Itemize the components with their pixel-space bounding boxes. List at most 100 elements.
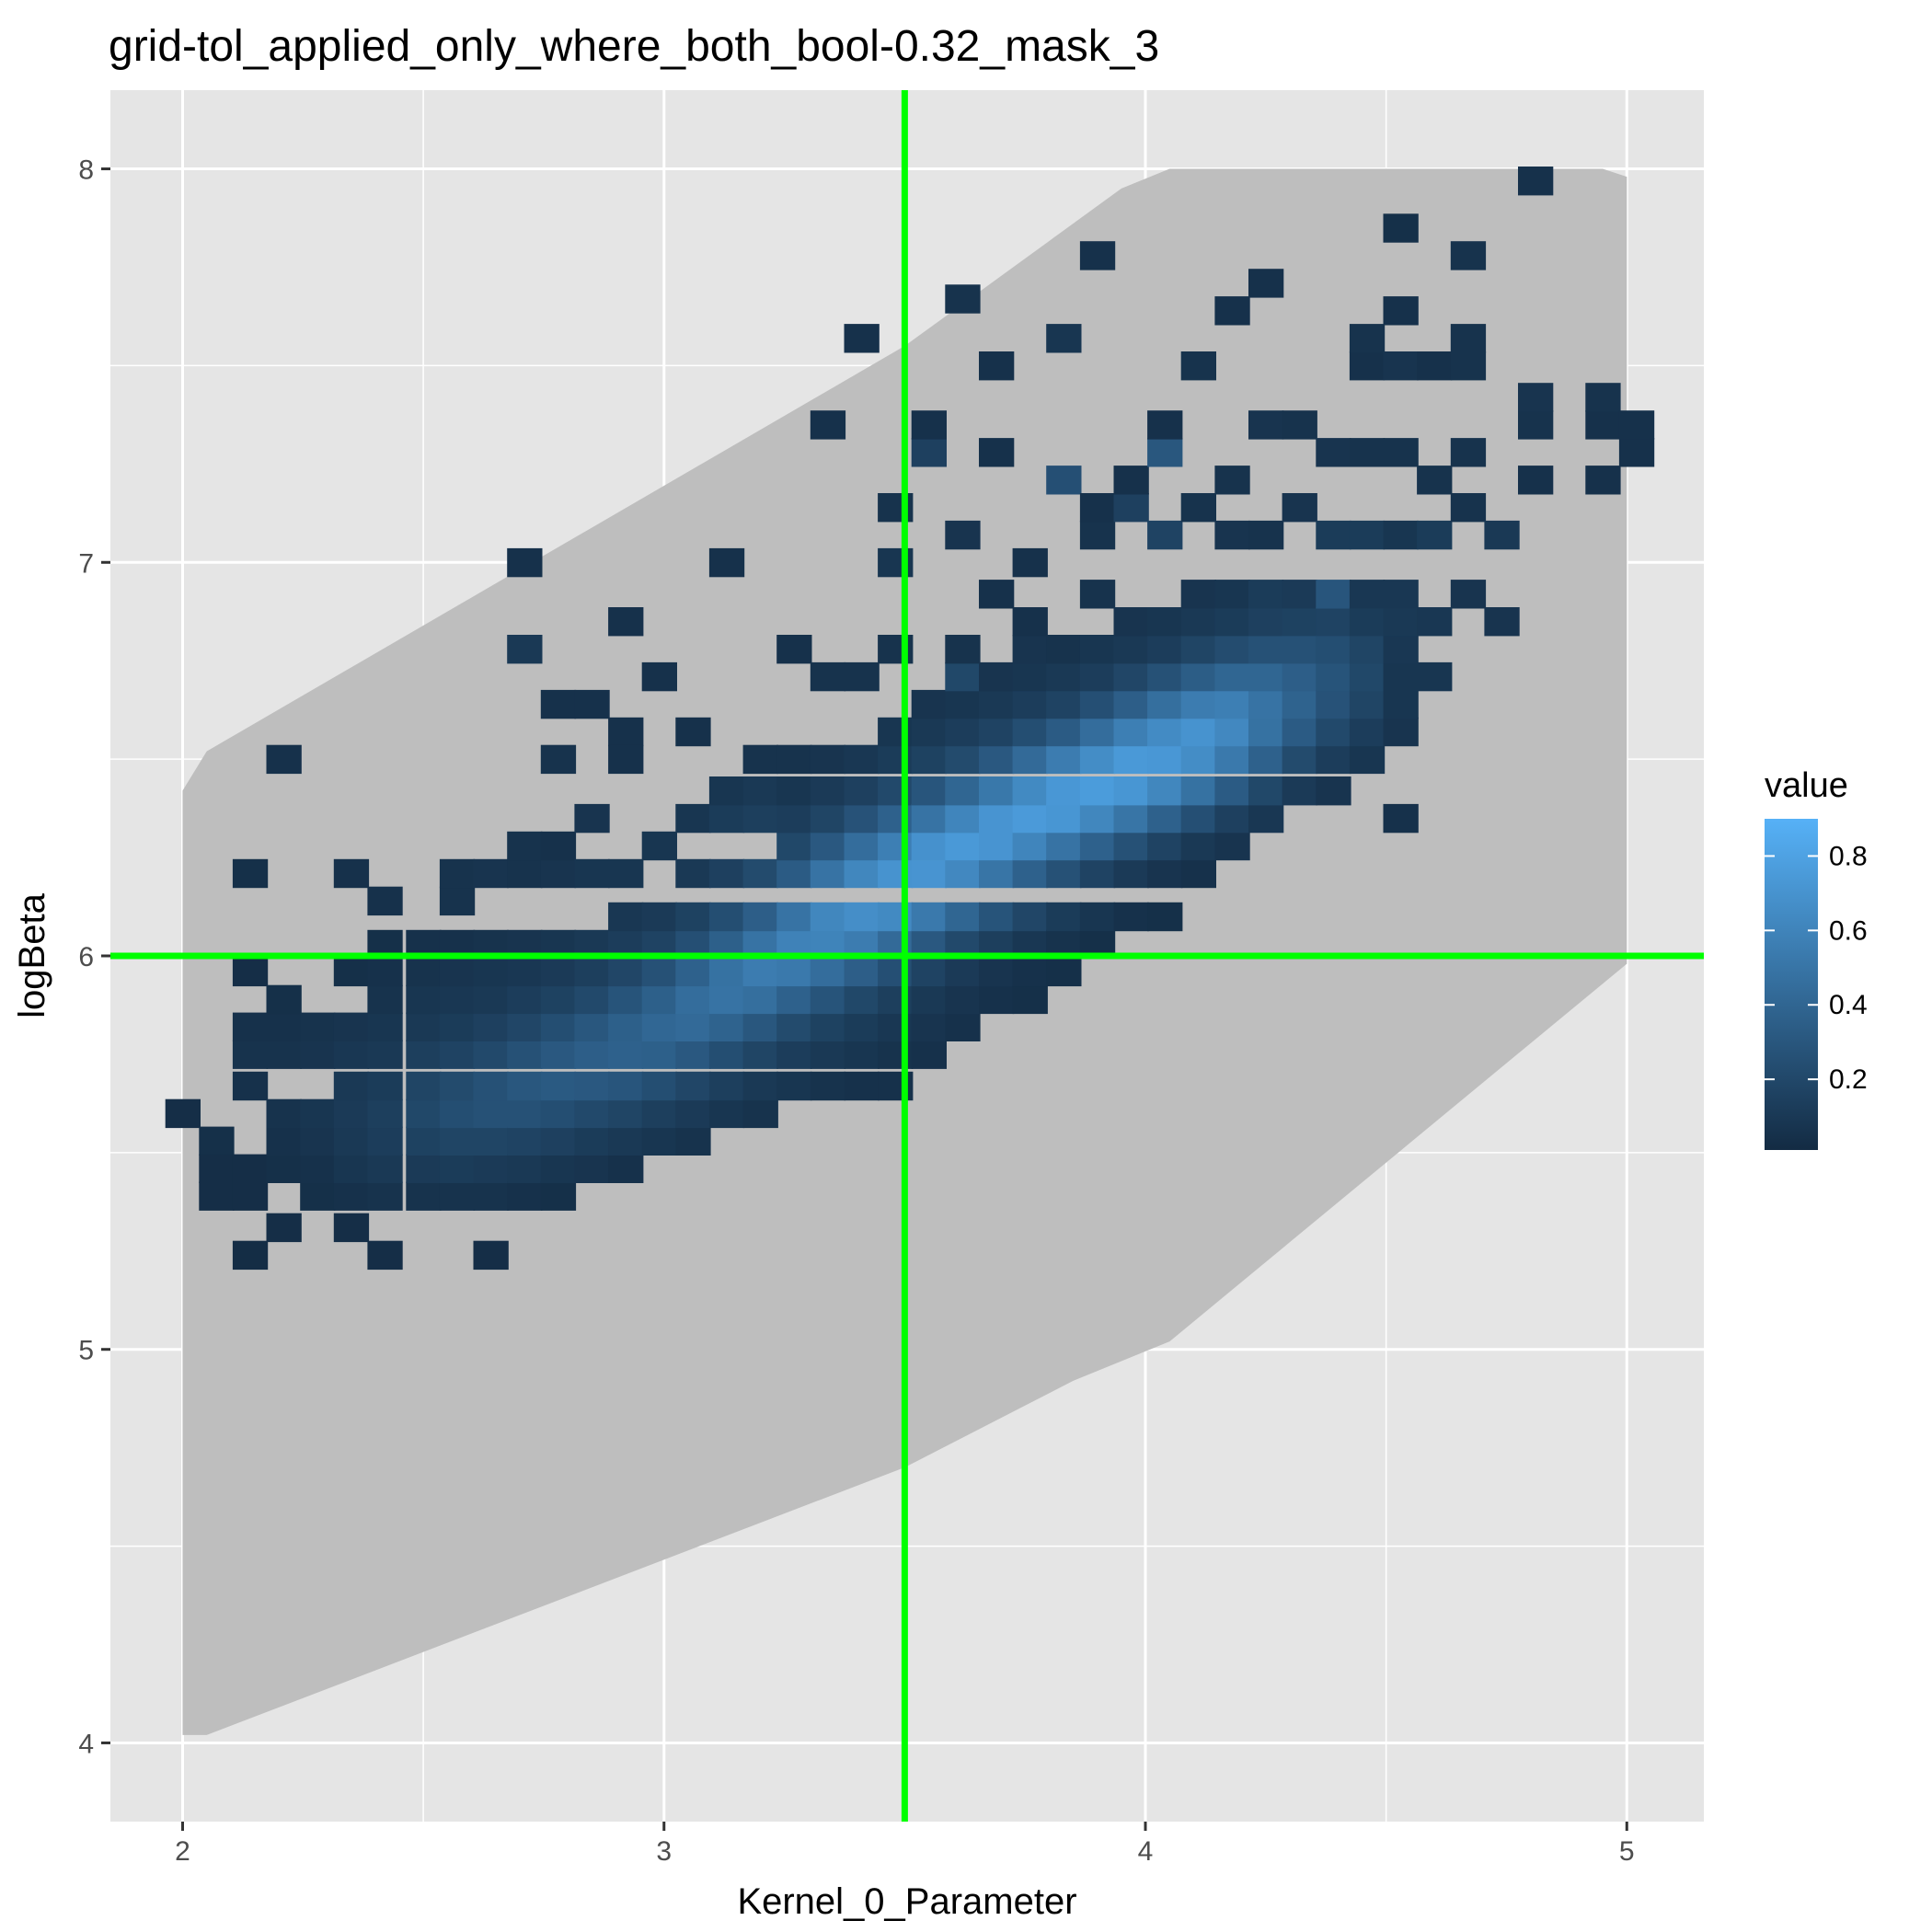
heatmap-cell — [1079, 241, 1116, 270]
heatmap-cell — [1012, 858, 1048, 889]
heatmap-cell — [911, 902, 947, 932]
heatmap-cell — [1484, 607, 1520, 637]
heatmap-cell — [439, 1040, 476, 1069]
heatmap-cell — [540, 831, 577, 861]
heatmap-cell — [473, 1154, 509, 1183]
heatmap-cell — [844, 957, 880, 987]
heatmap-cell — [708, 547, 745, 578]
heatmap-cell — [1180, 580, 1216, 609]
heatmap-cell — [945, 858, 981, 889]
heatmap-cell — [199, 1154, 235, 1183]
heatmap-cell — [708, 1071, 745, 1101]
heatmap-cell — [1113, 858, 1149, 889]
heatmap-cell — [608, 717, 644, 747]
heatmap-cell — [1383, 689, 1419, 719]
heatmap-cell — [1214, 466, 1250, 495]
heatmap-cell — [300, 1012, 336, 1041]
heatmap-cell — [911, 858, 947, 889]
heatmap-cell — [708, 902, 745, 932]
heatmap-cell — [1248, 635, 1284, 664]
heatmap-cell — [675, 717, 711, 747]
heatmap-cell — [911, 957, 947, 987]
heatmap-cell — [911, 438, 947, 467]
heatmap-cell — [232, 1040, 269, 1069]
heatmap-cell — [1349, 520, 1386, 550]
heatmap-cell — [1046, 957, 1082, 987]
heatmap-cell — [1518, 167, 1554, 196]
heatmap-cell — [1383, 607, 1419, 637]
heatmap-cell — [1046, 744, 1082, 775]
heatmap-cell — [367, 1181, 403, 1211]
heatmap-cell — [608, 1154, 644, 1183]
heatmap-cell — [367, 1012, 403, 1041]
heatmap-cell — [1012, 957, 1048, 987]
heatmap-cell — [473, 1040, 509, 1069]
heatmap-cell — [675, 1012, 711, 1041]
heatmap-cell — [507, 1071, 543, 1101]
heatmap-cell — [1180, 831, 1216, 861]
heatmap-cell — [979, 580, 1015, 609]
heatmap-cell — [810, 984, 846, 1015]
heatmap-cell — [608, 984, 644, 1015]
heatmap-cell — [1316, 744, 1351, 775]
heatmap-cell — [979, 957, 1015, 987]
heatmap-cell — [1316, 717, 1351, 747]
heatmap-cell — [1383, 438, 1419, 467]
heatmap-cell — [540, 689, 577, 719]
heatmap-cell — [1180, 661, 1216, 692]
heatmap-cell — [1450, 324, 1487, 353]
heatmap-cell — [439, 984, 476, 1015]
legend-color-bar — [1765, 819, 1818, 1150]
heatmap-cell — [1012, 607, 1048, 637]
heatmap-cell — [1046, 661, 1082, 692]
heatmap-cell — [608, 1126, 644, 1156]
heatmap-cell — [1079, 635, 1116, 664]
heatmap-cell — [1079, 831, 1116, 861]
heatmap-cell — [1147, 410, 1183, 440]
heatmap-cell — [1079, 858, 1116, 889]
y-tick-label: 5 — [78, 1336, 94, 1366]
heatmap-cell — [540, 1040, 577, 1069]
heatmap-cell — [439, 1181, 476, 1211]
x-tick-label: 3 — [656, 1836, 672, 1867]
heatmap-cell — [1012, 689, 1048, 719]
heatmap-cell — [333, 1154, 370, 1183]
heatmap-cell — [979, 661, 1015, 692]
heatmap-cell — [540, 1126, 577, 1156]
heatmap-cell — [266, 1098, 302, 1129]
heatmap-cell — [1349, 580, 1386, 609]
heatmap-cell — [1248, 776, 1284, 806]
heatmap-cell — [540, 858, 577, 889]
heatmap-cell — [708, 776, 745, 806]
heatmap-cell — [776, 902, 812, 932]
heatmap-cell — [1180, 635, 1216, 664]
heatmap-cell — [641, 1098, 677, 1129]
heatmap-cell — [742, 1071, 778, 1101]
heatmap-cell — [1113, 831, 1149, 861]
heatmap-cell — [1282, 580, 1317, 609]
heatmap-cell — [708, 957, 745, 987]
heatmap-cell — [708, 803, 745, 834]
heatmap-cell — [1383, 296, 1419, 326]
heatmap-cell — [1349, 607, 1386, 637]
heatmap-cell — [608, 1012, 644, 1041]
heatmap-cell — [1147, 635, 1183, 664]
heatmap-cell — [979, 689, 1015, 719]
heatmap-cell — [945, 689, 981, 719]
heatmap-cell — [641, 831, 677, 861]
heatmap-cell — [333, 1098, 370, 1129]
heatmap-cell — [574, 1040, 610, 1069]
heatmap-cell — [1214, 803, 1250, 834]
heatmap-cell — [675, 1098, 711, 1129]
heatmap-cell — [1282, 493, 1317, 523]
heatmap-cell — [810, 410, 846, 440]
heatmap-cell — [266, 744, 302, 775]
heatmap-cell — [844, 744, 880, 775]
heatmap-cell — [1450, 438, 1487, 467]
heatmap-cell — [1180, 493, 1216, 523]
heatmap-cell — [1046, 858, 1082, 889]
heatmap-cell — [507, 635, 543, 664]
heatmap-cell — [1046, 902, 1082, 932]
heatmap-cell — [199, 1181, 235, 1211]
